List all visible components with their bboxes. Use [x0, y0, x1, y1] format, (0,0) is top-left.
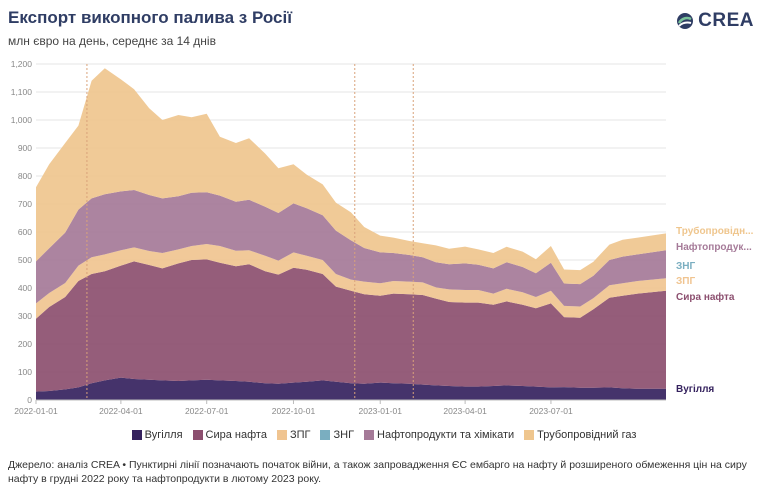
legend-swatch [192, 430, 203, 440]
legend-label: Сира нафта [205, 429, 267, 441]
legend-item: ЗПГ [276, 429, 311, 441]
legend-item: ЗНГ [320, 429, 354, 441]
series-end-label: Трубопровідн... [676, 225, 754, 237]
area-series [36, 190, 666, 307]
logo-text: CREA [698, 10, 754, 31]
y-tick-label: 100 [18, 367, 32, 377]
y-tick-label: 500 [18, 255, 32, 265]
legend-swatch [276, 430, 287, 440]
legend-label: ЗНГ [333, 429, 355, 441]
legend-label: Вугілля [144, 429, 183, 441]
y-tick-label: 0 [27, 395, 32, 405]
legend-swatch [131, 430, 142, 440]
legend-item: Нафтопродукти та хімікати [364, 429, 514, 441]
y-tick-label: 600 [18, 227, 32, 237]
y-tick-label: 1,200 [11, 59, 33, 69]
x-tick-label: 2023-01-01 [358, 406, 402, 416]
y-tick-label: 1,000 [11, 115, 33, 125]
x-tick-label: 2022-04-01 [99, 406, 143, 416]
series-end-label: Сира нафта [676, 291, 735, 303]
stacked-area-chart: 0 100 200 300 400 500 600 700 800 900 1,000 1,100 1,… [11, 59, 754, 416]
y-tick-label: 900 [18, 143, 32, 153]
x-tick-label: 2022-07-01 [185, 406, 229, 416]
crea-logo-icon [677, 13, 694, 29]
x-tick-label: 2022-01-01 [14, 406, 58, 416]
chart-title: Експорт викопного палива з Росії [8, 8, 292, 27]
y-tick-label: 800 [18, 171, 32, 181]
series-end-label: Нафтопродук... [676, 241, 752, 253]
legend-swatch [524, 430, 535, 440]
chart-legend: Вугілля Сира нафта ЗПГ ЗНГ Нафтопродукти та … [0, 429, 768, 441]
area-series [36, 377, 666, 400]
legend-label: Трубопровідний газ [537, 429, 637, 441]
chart-subtitle: млн євро на день, середнє за 14 днів [8, 34, 216, 48]
legend-label: Нафтопродукти та хімікати [377, 429, 515, 441]
legend-swatch [364, 430, 375, 440]
legend-item: Трубопровідний газ [524, 429, 636, 441]
y-tick-label: 300 [18, 311, 32, 321]
x-tick-label: 2023-04-01 [443, 406, 487, 416]
area-series [36, 244, 666, 319]
series-end-label: ЗПГ [676, 276, 695, 287]
legend-swatch [320, 430, 331, 440]
legend-label: ЗПГ [289, 429, 311, 441]
area-series [36, 259, 666, 392]
y-tick-label: 200 [18, 339, 32, 349]
series-end-label: ЗНГ [676, 261, 695, 272]
legend-item: Вугілля [131, 429, 183, 441]
y-tick-label: 700 [18, 199, 32, 209]
y-tick-label: 1,100 [11, 87, 33, 97]
x-tick-label: 2022-10-01 [272, 406, 316, 416]
area-series [36, 68, 666, 285]
source-note: Джерело: аналіз CREA • Пунктирні лінії п… [8, 459, 747, 485]
y-tick-label: 400 [18, 283, 32, 293]
x-tick-label: 2023-07-01 [529, 406, 573, 416]
crea-logo: CREA [676, 10, 754, 32]
legend-item: Сира нафта [192, 429, 267, 441]
series-end-label: Вугілля [676, 384, 714, 395]
